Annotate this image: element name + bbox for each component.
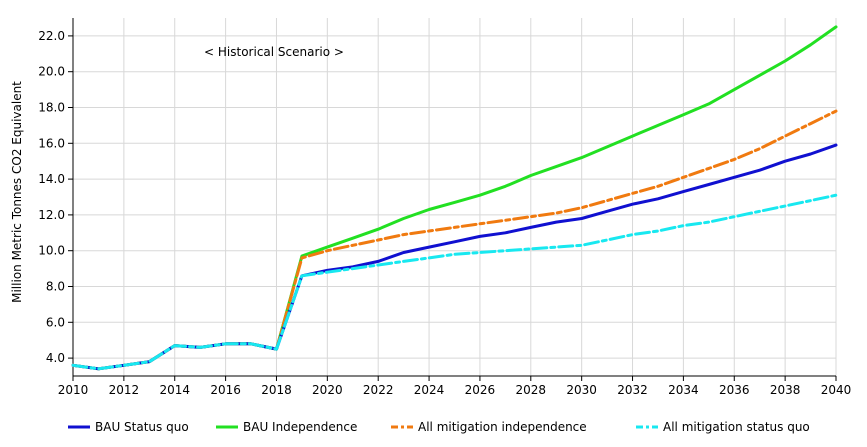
y-tick-label: 14.0 xyxy=(38,172,65,186)
y-tick-labels: 4.0 6.0 8.0 10.0 12.0 14.0 16.0 18.0 20.0 22.0 xyxy=(38,29,65,365)
x-tick-labels: 2010 2012 2014 2016 2018 2020 2022 2024 2026 2028… xyxy=(58,383,852,397)
y-tick-label: 16.0 xyxy=(38,136,65,150)
x-tick-label: 2028 xyxy=(516,383,547,397)
plot-area xyxy=(73,18,836,376)
x-tick-label: 2026 xyxy=(465,383,496,397)
x-tick-label: 2024 xyxy=(414,383,445,397)
x-tick-label: 2036 xyxy=(719,383,750,397)
legend: BAU Status quo BAU Independence All mitiga… xyxy=(68,420,810,434)
series-line-all-mitigation-status-quo xyxy=(71,193,838,371)
legend-label: All mitigation independence xyxy=(418,420,587,434)
x-tick-label: 2014 xyxy=(159,383,190,397)
legend-item: All mitigation independence xyxy=(391,420,587,434)
y-tick-label: 18.0 xyxy=(38,101,65,115)
x-tick-label: 2038 xyxy=(770,383,801,397)
y-axis-title: Million Metric Tonnes CO2 Equivalent xyxy=(10,81,24,303)
historical-scenario-annotation: < Historical Scenario > xyxy=(204,45,344,59)
series-lines xyxy=(71,25,838,371)
legend-item: BAU Independence xyxy=(216,420,357,434)
y-tick-label: 22.0 xyxy=(38,29,65,43)
x-tick-label: 2018 xyxy=(261,383,292,397)
x-tick-label: 2010 xyxy=(58,383,89,397)
legend-item: BAU Status quo xyxy=(68,420,189,434)
legend-label: All mitigation status quo xyxy=(663,420,810,434)
x-tick-label: 2040 xyxy=(821,383,852,397)
axes xyxy=(68,18,837,381)
legend-label: BAU Independence xyxy=(243,420,357,434)
x-tick-label: 2016 xyxy=(210,383,241,397)
x-tick-label: 2020 xyxy=(312,383,343,397)
y-tick-label: 6.0 xyxy=(46,315,65,329)
y-tick-label: 10.0 xyxy=(38,244,65,258)
legend-label: BAU Status quo xyxy=(95,420,189,434)
x-tick-label: 2034 xyxy=(668,383,699,397)
grid xyxy=(72,18,837,376)
x-tick-label: 2030 xyxy=(566,383,597,397)
x-tick-label: 2032 xyxy=(617,383,648,397)
x-tick-label: 2012 xyxy=(109,383,140,397)
y-tick-label: 12.0 xyxy=(38,208,65,222)
legend-item: All mitigation status quo xyxy=(636,420,810,434)
y-tick-label: 4.0 xyxy=(46,351,65,365)
y-tick-label: 20.0 xyxy=(38,65,65,79)
x-tick-label: 2022 xyxy=(363,383,394,397)
y-tick-label: 8.0 xyxy=(46,280,65,294)
